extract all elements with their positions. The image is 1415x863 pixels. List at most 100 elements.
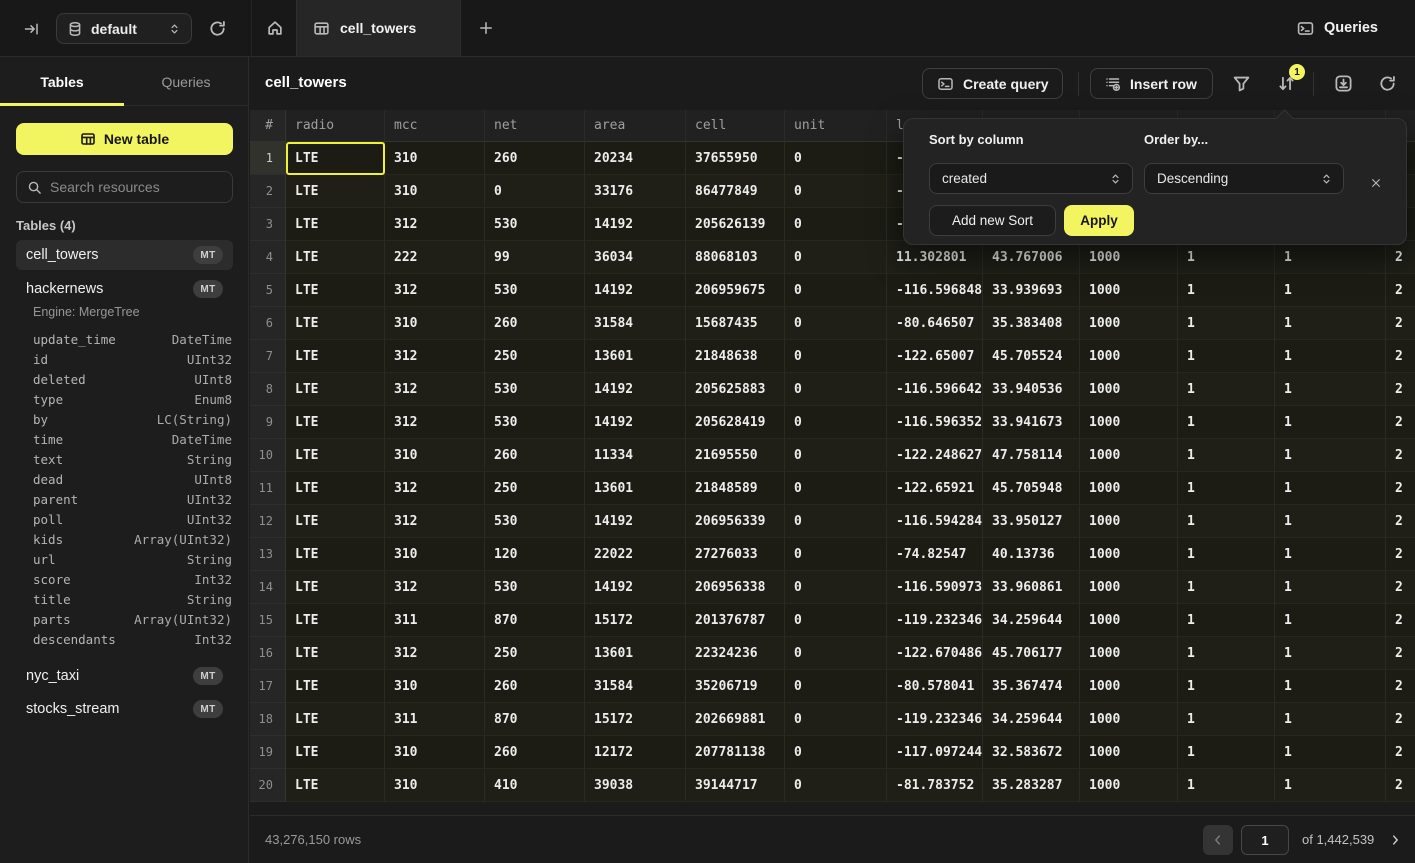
table-cell[interactable]: 310: [385, 142, 485, 175]
table-cell[interactable]: -119.232346: [887, 604, 983, 637]
table-cell[interactable]: 1: [1178, 373, 1275, 406]
table-cell[interactable]: 311: [385, 703, 485, 736]
table-cell[interactable]: 1: [1178, 505, 1275, 538]
column-header[interactable]: net: [485, 110, 585, 142]
table-cell[interactable]: 202669881: [686, 703, 785, 736]
queries-panel-button[interactable]: Queries: [1296, 16, 1378, 40]
table-cell[interactable]: 39038: [585, 769, 686, 802]
table-cell[interactable]: 0: [785, 142, 887, 175]
tab-cell-towers[interactable]: cell_towers: [296, 0, 461, 56]
table-cell[interactable]: LTE: [286, 736, 385, 769]
table-cell[interactable]: 34.259644: [983, 604, 1080, 637]
table-cell[interactable]: 15687435: [686, 307, 785, 340]
table-cell[interactable]: 0: [785, 175, 887, 208]
table-cell[interactable]: 310: [385, 538, 485, 571]
table-cell[interactable]: 201376787: [686, 604, 785, 637]
table-cell[interactable]: 43.767006: [983, 241, 1080, 274]
sort-button[interactable]: [1277, 74, 1297, 94]
table-cell[interactable]: 1000: [1080, 373, 1178, 406]
table-cell[interactable]: 33.950127: [983, 505, 1080, 538]
table-cell[interactable]: 0: [785, 307, 887, 340]
table-cell[interactable]: 260: [485, 439, 585, 472]
table-cell[interactable]: 870: [485, 604, 585, 637]
table-cell[interactable]: 99: [485, 241, 585, 274]
table-cell[interactable]: 0: [785, 604, 887, 637]
sidebar-item-cell-towers[interactable]: cell_towers MT: [16, 240, 233, 270]
filter-button[interactable]: [1232, 74, 1252, 94]
table-cell[interactable]: 2: [1386, 670, 1415, 703]
table-cell[interactable]: 86477849: [686, 175, 785, 208]
table-cell[interactable]: 870: [485, 703, 585, 736]
table-cell[interactable]: 1: [1178, 439, 1275, 472]
table-cell[interactable]: -119.232346: [887, 703, 983, 736]
table-cell[interactable]: 1000: [1080, 538, 1178, 571]
table-cell[interactable]: 250: [485, 472, 585, 505]
table-cell[interactable]: LTE: [286, 571, 385, 604]
table-cell[interactable]: 530: [485, 505, 585, 538]
table-cell[interactable]: 11.302801: [887, 241, 983, 274]
table-cell[interactable]: 22022: [585, 538, 686, 571]
table-cell[interactable]: 312: [385, 373, 485, 406]
table-cell[interactable]: 1: [1178, 637, 1275, 670]
table-cell[interactable]: LTE: [286, 703, 385, 736]
table-cell[interactable]: 2: [1386, 241, 1415, 274]
sort-order-select[interactable]: Descending: [1144, 163, 1344, 194]
table-cell[interactable]: 31584: [585, 307, 686, 340]
table-cell[interactable]: 1: [1178, 703, 1275, 736]
table-cell[interactable]: 33.940536: [983, 373, 1080, 406]
table-cell[interactable]: 0: [785, 472, 887, 505]
table-cell[interactable]: 2: [1386, 538, 1415, 571]
sidebar-item-nyc-taxi[interactable]: nyc_taxi MT: [16, 661, 233, 691]
table-cell[interactable]: 2: [1386, 769, 1415, 802]
insert-row-button[interactable]: Insert row: [1090, 68, 1213, 99]
table-cell[interactable]: 312: [385, 505, 485, 538]
table-cell[interactable]: 1: [1275, 340, 1386, 373]
table-cell[interactable]: 310: [385, 439, 485, 472]
table-cell[interactable]: 1000: [1080, 604, 1178, 637]
table-cell[interactable]: 2: [1386, 307, 1415, 340]
table-cell[interactable]: 0: [785, 208, 887, 241]
table-cell[interactable]: LTE: [286, 340, 385, 373]
table-cell[interactable]: 1: [1178, 769, 1275, 802]
column-header[interactable]: mcc: [385, 110, 485, 142]
table-cell[interactable]: 1000: [1080, 307, 1178, 340]
table-cell[interactable]: 0: [785, 373, 887, 406]
refresh-table-button[interactable]: [1378, 74, 1398, 94]
apply-sort-button[interactable]: Apply: [1064, 205, 1134, 236]
table-cell[interactable]: 20234: [585, 142, 686, 175]
table-cell[interactable]: 2: [1386, 472, 1415, 505]
table-cell[interactable]: LTE: [286, 142, 385, 175]
database-selector[interactable]: default: [56, 13, 192, 44]
search-input[interactable]: [50, 179, 231, 195]
table-cell[interactable]: 312: [385, 208, 485, 241]
table-cell[interactable]: LTE: [286, 175, 385, 208]
table-cell[interactable]: 1000: [1080, 769, 1178, 802]
new-table-button[interactable]: New table: [16, 123, 233, 155]
table-cell[interactable]: 311: [385, 604, 485, 637]
table-cell[interactable]: 207781138: [686, 736, 785, 769]
table-cell[interactable]: 0: [785, 340, 887, 373]
sort-column-select[interactable]: created: [929, 163, 1133, 194]
table-cell[interactable]: 1000: [1080, 274, 1178, 307]
table-cell[interactable]: 1: [1275, 703, 1386, 736]
table-cell[interactable]: LTE: [286, 769, 385, 802]
table-cell[interactable]: 1000: [1080, 406, 1178, 439]
table-cell[interactable]: 34.259644: [983, 703, 1080, 736]
table-cell[interactable]: 2: [1386, 406, 1415, 439]
table-cell[interactable]: -116.596848: [887, 274, 983, 307]
table-cell[interactable]: 45.706177: [983, 637, 1080, 670]
table-cell[interactable]: 33.941673: [983, 406, 1080, 439]
table-cell[interactable]: 1: [1275, 307, 1386, 340]
table-cell[interactable]: 1000: [1080, 340, 1178, 373]
table-cell[interactable]: 1: [1275, 670, 1386, 703]
table-cell[interactable]: 312: [385, 637, 485, 670]
table-cell[interactable]: 0: [785, 637, 887, 670]
table-cell[interactable]: 1000: [1080, 241, 1178, 274]
table-cell[interactable]: 11334: [585, 439, 686, 472]
table-cell[interactable]: 1: [1275, 769, 1386, 802]
table-cell[interactable]: -80.646507: [887, 307, 983, 340]
table-cell[interactable]: 31584: [585, 670, 686, 703]
table-cell[interactable]: LTE: [286, 505, 385, 538]
table-cell[interactable]: 260: [485, 736, 585, 769]
column-header[interactable]: area: [585, 110, 686, 142]
